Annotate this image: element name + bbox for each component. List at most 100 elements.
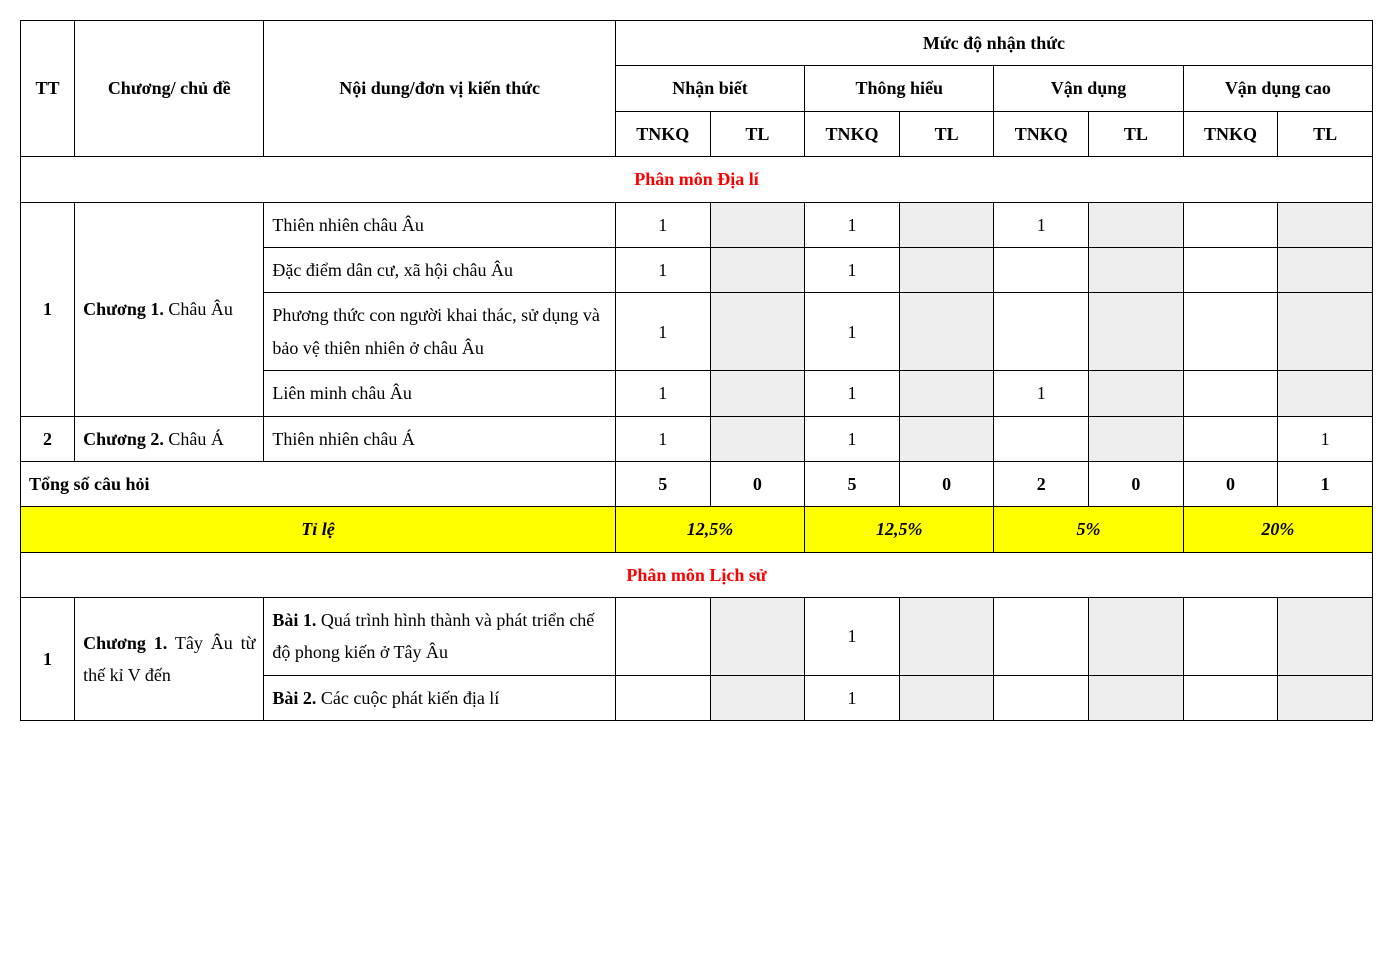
cell-empty	[899, 293, 994, 371]
cell-tt: 1	[21, 598, 75, 721]
header-vandung: Vận dụng	[994, 66, 1183, 111]
cell-noidung: Liên minh châu Âu	[264, 371, 616, 416]
header-tt: TT	[21, 21, 75, 157]
cell-value: 1	[994, 202, 1089, 247]
cell-value: 1	[805, 293, 900, 371]
cell-value: 1	[805, 598, 900, 676]
total-cell: 0	[899, 461, 994, 506]
chuong-text: Châu Âu	[164, 299, 233, 319]
cell-value: 1	[1278, 416, 1373, 461]
total-row: Tổng số câu hỏi 5 0 5 0 2 0 0 1	[21, 461, 1373, 506]
rate-cell: 20%	[1183, 507, 1372, 552]
cell-value: 1	[805, 202, 900, 247]
cell-empty	[710, 416, 805, 461]
table-row: 2 Chương 2. Châu Á Thiên nhiên châu Á 1 …	[21, 416, 1373, 461]
total-label: Tổng số câu hỏi	[21, 461, 616, 506]
total-cell: 0	[1089, 461, 1184, 506]
cell-empty	[710, 598, 805, 676]
chuong-prefix: Chương 1.	[83, 633, 167, 653]
cell-empty	[1183, 202, 1278, 247]
total-cell: 5	[615, 461, 710, 506]
cell-empty	[1183, 293, 1278, 371]
cell-empty	[1089, 247, 1184, 292]
total-cell: 0	[710, 461, 805, 506]
cell-empty	[1278, 293, 1373, 371]
cell-empty	[994, 598, 1089, 676]
cell-empty	[1089, 293, 1184, 371]
cell-empty	[710, 675, 805, 720]
cell-value: 1	[805, 416, 900, 461]
cell-noidung: Bài 1. Quá trình hình thành và phát triể…	[264, 598, 616, 676]
header-mucdo: Mức độ nhận thức	[615, 21, 1372, 66]
cell-empty	[615, 675, 710, 720]
header-tnkq: TNKQ	[805, 111, 900, 156]
header-tnkq: TNKQ	[1183, 111, 1278, 156]
cell-empty	[1183, 247, 1278, 292]
cell-empty	[899, 598, 994, 676]
cell-chuong: Chương 2. Châu Á	[75, 416, 264, 461]
cell-empty	[1089, 416, 1184, 461]
chuong-prefix: Chương 2.	[83, 429, 164, 449]
header-tl: TL	[710, 111, 805, 156]
cell-empty	[899, 416, 994, 461]
cell-empty	[1278, 202, 1373, 247]
cell-empty	[1183, 675, 1278, 720]
cell-value: 1	[615, 247, 710, 292]
cell-empty	[899, 675, 994, 720]
cell-empty	[994, 416, 1089, 461]
cell-noidung: Thiên nhiên châu Âu	[264, 202, 616, 247]
cell-value: 1	[805, 247, 900, 292]
rate-label: Tỉ lệ	[21, 507, 616, 552]
cell-empty	[1278, 371, 1373, 416]
cell-empty	[710, 247, 805, 292]
bai-prefix: Bài 2.	[272, 688, 316, 708]
cell-tt: 2	[21, 416, 75, 461]
total-cell: 2	[994, 461, 1089, 506]
cell-empty	[994, 247, 1089, 292]
header-tnkq: TNKQ	[994, 111, 1089, 156]
cell-empty	[1183, 416, 1278, 461]
header-vandungcao: Vận dụng cao	[1183, 66, 1372, 111]
total-cell: 5	[805, 461, 900, 506]
cell-tt: 1	[21, 202, 75, 416]
section-dia-li: Phân môn Địa lí	[21, 157, 1373, 202]
rate-cell: 5%	[994, 507, 1183, 552]
cell-value: 1	[615, 416, 710, 461]
cell-value: 1	[615, 293, 710, 371]
cell-empty	[994, 675, 1089, 720]
cell-noidung: Thiên nhiên châu Á	[264, 416, 616, 461]
cell-value: 1	[805, 371, 900, 416]
cell-empty	[899, 371, 994, 416]
table-row: 1 Chương 1. Châu Âu Thiên nhiên châu Âu …	[21, 202, 1373, 247]
cell-empty	[899, 202, 994, 247]
header-tl: TL	[899, 111, 994, 156]
cell-empty	[1089, 202, 1184, 247]
cell-empty	[1278, 598, 1373, 676]
cell-empty	[1089, 598, 1184, 676]
cell-empty	[710, 293, 805, 371]
cell-empty	[710, 371, 805, 416]
cell-empty	[1183, 598, 1278, 676]
cell-value: 1	[615, 371, 710, 416]
header-chuong: Chương/ chủ đề	[75, 21, 264, 157]
cell-value: 1	[615, 202, 710, 247]
chuong-text: Châu Á	[164, 429, 224, 449]
header-nhanbiet: Nhận biết	[615, 66, 804, 111]
cell-value: 1	[805, 675, 900, 720]
cell-noidung: Phương thức con người khai thác, sử dụng…	[264, 293, 616, 371]
cell-empty	[1278, 247, 1373, 292]
bai-text: Quá trình hình thành và phát triển chế đ…	[272, 610, 594, 662]
cell-empty	[1278, 675, 1373, 720]
cell-empty	[1089, 675, 1184, 720]
cell-empty	[710, 202, 805, 247]
header-noidung: Nội dung/đơn vị kiến thức	[264, 21, 616, 157]
table-row: 1 Chương 1. Tây Âu từ thế kỉ V đến Bài 1…	[21, 598, 1373, 676]
bai-prefix: Bài 1.	[272, 610, 316, 630]
header-tnkq: TNKQ	[615, 111, 710, 156]
cell-value: 1	[994, 371, 1089, 416]
section-lich-su: Phân môn Lịch sử	[21, 552, 1373, 597]
cell-empty	[899, 247, 994, 292]
cell-empty	[615, 598, 710, 676]
rate-row: Tỉ lệ 12,5% 12,5% 5% 20%	[21, 507, 1373, 552]
cell-empty	[994, 293, 1089, 371]
